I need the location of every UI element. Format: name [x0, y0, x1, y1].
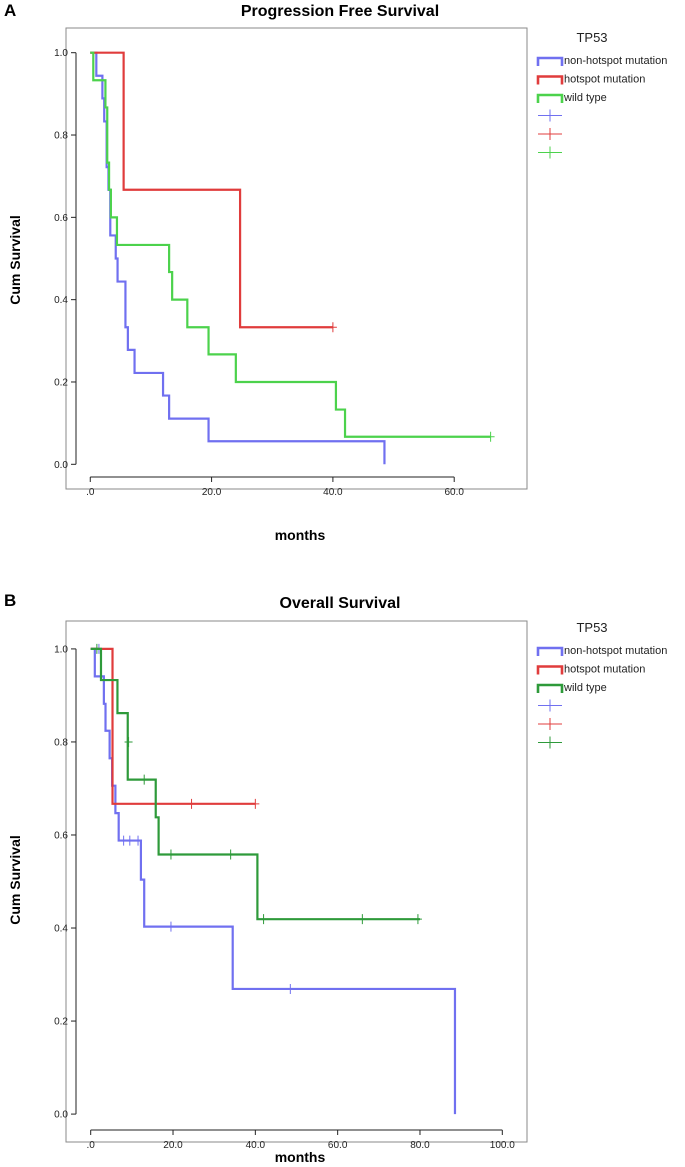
- censor-mark: [328, 322, 337, 333]
- censor-mark: [259, 914, 268, 925]
- legend-swatch: [536, 683, 564, 693]
- legend-title: TP53: [576, 620, 607, 635]
- x-tick-label: 40.0: [246, 1140, 266, 1151]
- legend-censor-swatch: [538, 128, 562, 140]
- censor-mark: [358, 914, 367, 925]
- legend-item: [538, 109, 562, 122]
- legend-item: [538, 146, 562, 159]
- y-tick-label: 0.8: [54, 131, 68, 142]
- y-tick-label: 0.2: [54, 377, 68, 388]
- y-axis-label: Cum Survival: [7, 215, 23, 304]
- y-axis-label: Cum Survival: [7, 835, 23, 924]
- censor-mark: [125, 835, 134, 846]
- legend-censor-swatch: [538, 718, 562, 730]
- chart-progression-free-survival: A Progression Free Survival months Cum S…: [4, 1, 667, 543]
- panel-letter-a: A: [4, 1, 16, 20]
- x-tick-label: 80.0: [410, 1140, 430, 1151]
- series-wild-type: [90, 51, 495, 442]
- survival-curve: [90, 51, 491, 438]
- plot-area: [65, 27, 528, 490]
- y-tick-label: 0.6: [54, 213, 68, 224]
- x-axis-label: months: [275, 527, 326, 543]
- survival-curve: [90, 51, 333, 329]
- legend-item: wild type: [536, 92, 607, 104]
- legend-swatch: [536, 93, 564, 103]
- legend-swatch: [536, 646, 564, 656]
- legend-item: hotspot mutation: [536, 664, 645, 676]
- y-tick-label: 0.0: [54, 460, 68, 471]
- survival-curve: [90, 51, 386, 465]
- legend-swatch: [536, 665, 564, 675]
- censor-mark: [124, 736, 133, 747]
- legend-label: non-hotspot mutation: [564, 55, 667, 67]
- chart-overall-survival: B Overall Survival months Cum Survival T…: [4, 591, 667, 1165]
- x-tick-label: 100.0: [490, 1140, 515, 1151]
- censor-mark: [187, 798, 196, 809]
- censor-mark: [226, 849, 235, 860]
- legend-item: [538, 736, 562, 749]
- legend-item: wild type: [536, 682, 607, 694]
- legend: non-hotspot mutation hotspot mutation wild…: [536, 55, 667, 159]
- x-axis-label: months: [275, 1149, 326, 1165]
- y-tick-label: 0.0: [54, 1110, 68, 1121]
- legend-swatch: [536, 56, 564, 66]
- y-axis: 0.0 0.2 0.4 0.6 0.8 1.0: [54, 48, 77, 471]
- y-tick-label: 0.6: [54, 830, 68, 841]
- censor-mark: [140, 774, 149, 785]
- y-tick-label: 0.4: [54, 924, 68, 935]
- legend-censor-swatch: [538, 699, 562, 712]
- legend-label: hotspot mutation: [564, 664, 645, 676]
- legend-item: [538, 128, 562, 140]
- panel-letter-b: B: [4, 591, 16, 610]
- legend-label: wild type: [563, 682, 607, 694]
- legend-censor-swatch: [538, 146, 562, 159]
- y-tick-label: 0.2: [54, 1017, 68, 1028]
- x-axis: .0 20.0 40.0 60.0 80.0 100.0: [87, 1129, 515, 1151]
- chart-marks: .0 20.0 40.0 60.0 0.0 0.2 0.4 0.6 0.8 1.0: [54, 48, 495, 498]
- x-axis: .0 20.0 40.0 60.0: [86, 476, 464, 498]
- y-axis: 0.0 0.2 0.4 0.6 0.8 1.0: [54, 644, 77, 1121]
- legend-label: non-hotspot mutation: [564, 645, 667, 657]
- legend-item: non-hotspot mutation: [536, 645, 667, 657]
- censor-mark: [486, 431, 495, 442]
- x-tick-label: .0: [86, 487, 95, 498]
- series-non-hotspot-mutation: [90, 51, 386, 465]
- plot-area: [65, 620, 528, 1143]
- censor-mark: [166, 849, 175, 860]
- legend-swatch: [536, 75, 564, 85]
- legend-item: hotspot mutation: [536, 74, 645, 86]
- censor-mark: [286, 983, 295, 994]
- x-tick-label: 60.0: [444, 487, 464, 498]
- y-tick-label: 0.8: [54, 737, 68, 748]
- legend-censor-swatch: [538, 109, 562, 122]
- chart-marks: .0 20.0 40.0 60.0 80.0 100.0 0.0 0.2 0.4 0.6 0.8 1.…: [54, 643, 515, 1151]
- censor-mark: [134, 835, 143, 846]
- series-non-hotspot-mutation: [90, 643, 457, 1115]
- legend-title: TP53: [576, 30, 607, 45]
- chart-title: Overall Survival: [280, 595, 401, 612]
- y-tick-label: 0.4: [54, 295, 68, 306]
- censor-mark: [92, 643, 101, 654]
- legend-label: wild type: [563, 92, 607, 104]
- censor-mark: [166, 921, 175, 932]
- legend: non-hotspot mutation hotspot mutation wild…: [536, 645, 667, 749]
- series-hotspot-mutation: [90, 51, 337, 333]
- censor-mark: [413, 914, 422, 925]
- legend-item: [538, 718, 562, 730]
- x-tick-label: .0: [87, 1140, 96, 1151]
- censor-mark: [251, 798, 260, 809]
- legend-censor-swatch: [538, 736, 562, 749]
- x-tick-label: 40.0: [323, 487, 343, 498]
- x-tick-label: 60.0: [328, 1140, 348, 1151]
- chart-title: Progression Free Survival: [241, 3, 439, 20]
- legend-item: non-hotspot mutation: [536, 55, 667, 67]
- legend-label: hotspot mutation: [564, 74, 645, 86]
- legend-item: [538, 699, 562, 712]
- y-tick-label: 1.0: [54, 644, 68, 655]
- y-tick-label: 1.0: [54, 48, 68, 59]
- x-tick-label: 20.0: [202, 487, 222, 498]
- series-wild-type: [90, 643, 422, 925]
- x-tick-label: 20.0: [163, 1140, 183, 1151]
